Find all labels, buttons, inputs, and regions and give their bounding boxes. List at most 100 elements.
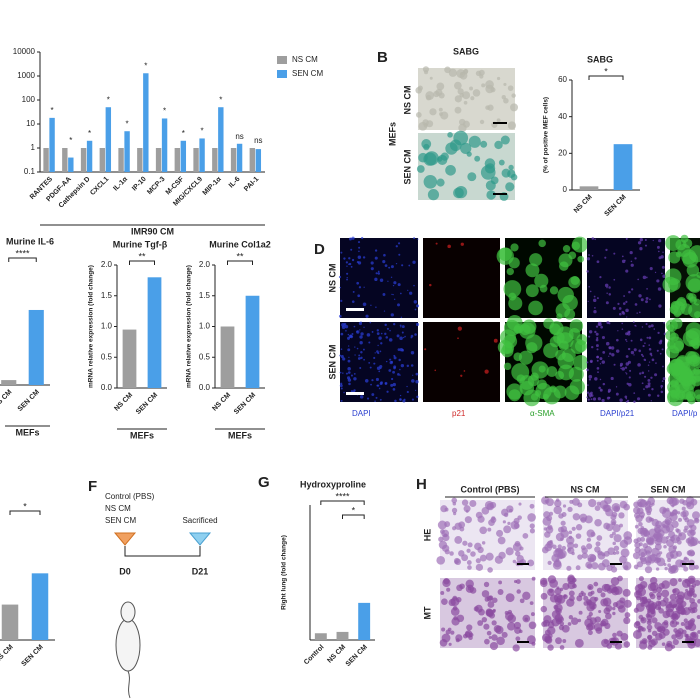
texture [644,238,647,241]
texture [429,283,432,287]
texture [415,322,420,327]
texture [374,400,376,402]
texture [354,346,356,348]
texture [577,618,582,623]
texture [645,516,653,523]
texture [410,334,414,338]
texture [392,284,395,287]
texture [348,356,350,359]
bar [358,602,371,640]
texture [526,342,538,354]
texture [631,288,634,291]
texture [654,373,658,377]
texture [386,327,389,330]
texture [508,164,514,171]
texture [518,502,522,506]
texture [342,357,346,361]
texture [620,548,630,558]
texture [619,500,628,509]
y-tick-label: 0.1 [24,167,36,176]
column-label: DAPI/p21 [600,409,635,418]
texture [577,255,585,263]
texture [667,340,676,350]
texture [479,554,487,562]
texture [661,348,664,351]
texture [694,579,700,586]
texture [621,322,624,325]
texture [513,522,520,529]
x-axis-label: MEFs [130,430,154,440]
texture [491,620,497,626]
texture [612,524,621,533]
texture [555,532,565,542]
texture [588,378,591,381]
texture [599,357,603,361]
texture [362,302,367,307]
significance-bracket [9,510,41,515]
texture [591,562,599,570]
texture [358,250,360,253]
texture [436,82,445,91]
texture [568,590,575,597]
texture [648,603,657,611]
texture [689,601,698,610]
texture [456,596,462,603]
texture [503,362,512,371]
y-tick-label: 1.5 [199,291,211,300]
micrograph [587,238,665,318]
mouse-icon [115,601,141,699]
texture [615,600,625,610]
texture [693,517,700,524]
texture [366,397,370,400]
texture [629,251,633,255]
texture [540,605,548,613]
texture [664,268,682,286]
texture [411,398,415,401]
day-label: D21 [192,566,209,576]
texture [647,370,650,372]
texture [601,398,605,403]
texture [385,336,389,339]
texture [669,593,677,601]
texture [599,363,602,365]
texture [676,511,681,515]
texture [626,382,629,385]
texture [624,259,626,262]
texture [692,511,700,520]
texture [359,341,363,345]
texture [645,300,648,304]
bar [143,73,149,172]
texture [525,263,540,278]
texture [497,589,504,595]
texture [498,580,503,585]
micrograph [423,322,500,402]
texture [479,119,485,125]
texture [399,398,402,401]
texture [566,565,572,571]
texture [490,176,499,185]
column-label: NS CM [571,484,600,494]
texture [546,366,558,377]
texture [633,621,641,629]
texture [630,350,635,355]
texture [379,382,383,386]
scale-bar [610,563,622,565]
texture [586,391,590,394]
texture [590,398,593,401]
texture [646,287,648,290]
texture [662,508,667,513]
texture [393,354,396,357]
chart-title: SABG [587,54,613,64]
texture [644,359,647,361]
texture [496,529,504,537]
texture [604,256,607,259]
texture [524,617,529,622]
texture [343,391,345,394]
texture [617,302,620,305]
texture [656,552,661,558]
texture [642,639,647,644]
texture [342,372,344,374]
texture [672,638,679,646]
micrograph [340,238,418,318]
texture [547,560,552,565]
